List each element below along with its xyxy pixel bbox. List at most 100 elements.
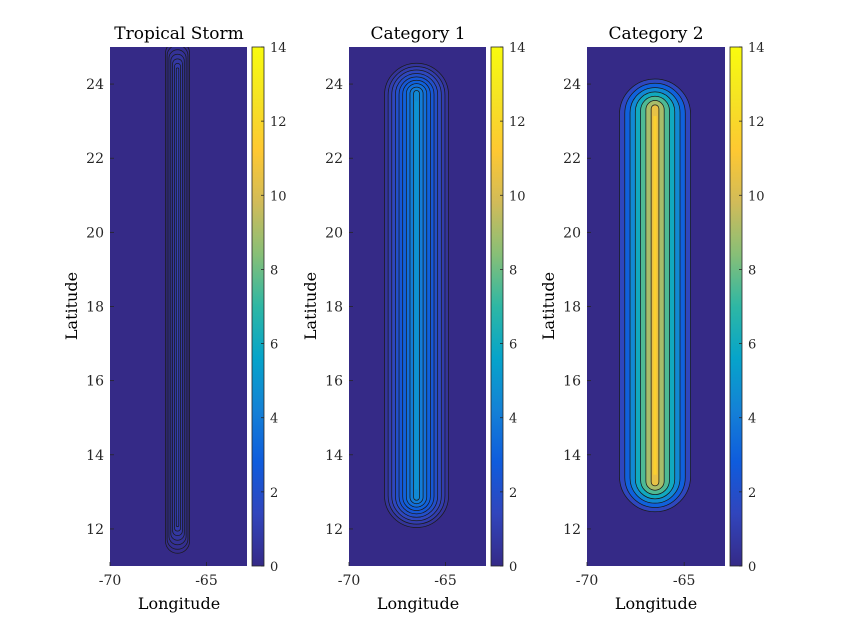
contour-lines [384,62,449,528]
colorbar-tick-label: 0 [509,560,517,575]
y-tick-label: 24 [86,77,104,93]
contour-lines [165,47,190,554]
colorbar-tick-label: 12 [270,115,287,130]
chart-title: Category 1 [370,24,465,44]
contour-line-10.5 [650,104,660,487]
x-tick-label: -70 [99,573,122,589]
contour-line-0.12 [165,47,190,554]
contour-line-0.5 [384,62,449,528]
y-tick-label: 22 [325,151,343,167]
contour-line-0.7 [172,58,183,537]
chart-title: Category 2 [608,24,703,44]
contour-line-0.4 [168,49,187,546]
y-tick-label: 14 [86,448,104,464]
colorbar-gradient [729,46,743,567]
y-tick-label: 18 [325,300,343,316]
contour-line-7.5 [640,95,670,495]
contour-line-1.5 [391,69,442,522]
colorbar: 0 2 4 6 8 10 12 14 [251,41,287,575]
y-tick-label: 16 [563,374,581,390]
y-tick-label: 22 [563,151,581,167]
contour-fills [619,78,691,512]
plot-area [349,47,486,566]
colorbar-tick-label: 8 [270,263,278,278]
colorbar: 0 2 4 6 8 10 12 14 [490,41,526,575]
contour-line-6 [634,91,676,500]
storm-core [653,116,657,475]
y-tick-label: 24 [563,77,581,93]
storm-core [175,78,180,516]
contour-line-3.5 [405,83,428,508]
colorbar-gradient [490,46,504,567]
colorbar-tick-label: 0 [748,560,756,575]
contour-line-1.5 [619,78,691,513]
x-tick-label: -70 [338,573,361,589]
colorbar-tick-label: 4 [748,412,756,427]
contour-line-4.5 [629,87,681,504]
colorbar-gradient [251,46,265,567]
x-tick-label: -65 [673,573,696,589]
contour-line-4.5 [413,90,420,501]
y-tick-label: 24 [325,77,343,93]
contour-line-1 [175,67,180,527]
x-axis-label: Longitude [138,594,220,613]
colorbar-tick-label: 8 [748,263,756,278]
plot-area [587,47,725,566]
y-axis-label: Latitude [539,272,558,340]
contour-line-2.5 [398,76,435,515]
y-tick-label: 22 [86,151,104,167]
colorbar: 0 2 4 6 8 10 12 14 [729,41,765,575]
contour-line-0.85 [174,62,181,532]
x-tick-label: -70 [576,573,599,589]
contour-line-3 [402,79,431,511]
contour-line-4 [409,86,424,505]
colorbar-tick-label: 4 [270,412,278,427]
contour-fills [384,63,449,528]
x-axis-label: Longitude [615,594,697,613]
storm-core [414,101,419,490]
y-tick-label: 20 [86,225,104,241]
colorbar-tick-label: 10 [270,189,287,204]
colorbar-tick-label: 6 [748,338,756,353]
y-tick-label: 16 [325,374,343,390]
y-tick-label: 20 [563,225,581,241]
y-tick-label: 16 [86,374,104,390]
contour-line-0.55 [170,53,185,541]
y-tick-label: 12 [563,522,581,538]
colorbar-tick-label: 4 [509,412,517,427]
colorbar-tick-label: 10 [748,189,765,204]
y-tick-label: 18 [563,300,581,316]
colorbar-tick-label: 8 [509,263,517,278]
axis-ticks: 12 14 16 18 20 22 24 -70 -65 [86,77,218,589]
x-tick-label: -65 [195,573,218,589]
colorbar-tick-label: 6 [270,338,278,353]
contour-line-2 [395,73,439,518]
contour-line-3 [624,82,686,508]
colorbar-tick-label: 2 [748,486,756,501]
contour-line-0.25 [166,47,189,550]
contour-line-1 [387,66,446,525]
y-tick-label: 12 [325,522,343,538]
colorbar-tick-label: 14 [748,41,765,56]
y-tick-label: 20 [325,225,343,241]
x-tick-label: -65 [434,573,457,589]
colorbar-tick-label: 14 [509,41,526,56]
colorbar-tick-label: 12 [748,115,765,130]
axis-ticks: 12 14 16 18 20 22 24 -70 -65 [325,77,457,589]
colorbar-tick-label: 12 [509,115,526,130]
contour-lines [619,78,691,513]
axis-ticks: 12 14 16 18 20 22 24 -70 -65 [563,77,695,589]
y-tick-label: 18 [86,300,104,316]
y-axis-label: Latitude [301,272,320,340]
colorbar-tick-label: 2 [509,486,517,501]
contour-line-9 [645,100,665,491]
colorbar-tick-label: 14 [270,41,287,56]
chart-title: Tropical Storm [114,24,243,44]
colorbar-tick-label: 0 [270,560,278,575]
y-tick-label: 14 [325,448,343,464]
x-axis-label: Longitude [377,594,459,613]
